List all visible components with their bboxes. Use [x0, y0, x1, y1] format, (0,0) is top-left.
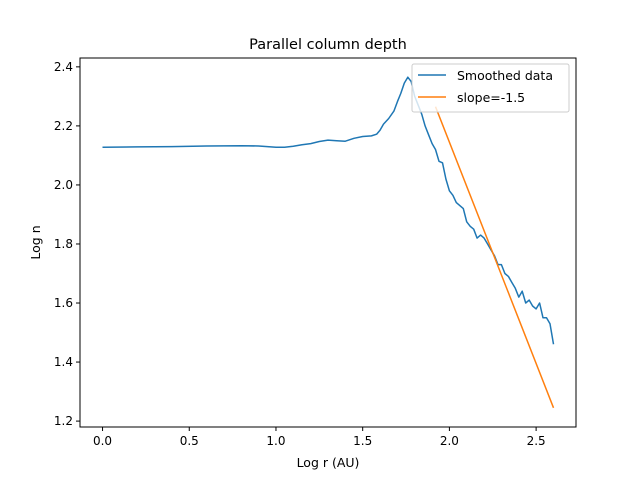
x-tick-label: 0.5 — [180, 434, 199, 448]
axes-frame — [79, 57, 577, 428]
y-axis-ticks: 1.2 1.4 1.6 1.8 2.0 2.2 2.4 — [54, 60, 80, 428]
y-tick-label: 1.8 — [54, 237, 73, 251]
series-line-0 — [102, 76, 555, 345]
legend-label-slope: slope=-1.5 — [457, 90, 525, 105]
series-line-1 — [434, 106, 555, 409]
plot-area — [102, 76, 555, 409]
y-axis-label: Log n — [28, 225, 43, 259]
chart-title: Parallel column depth — [249, 37, 407, 53]
x-axis-label: Log r (AU) — [297, 455, 360, 470]
y-tick-label: 1.2 — [54, 414, 73, 428]
x-tick-label: 2.0 — [440, 434, 459, 448]
x-tick-label: 2.5 — [527, 434, 546, 448]
y-tick-label: 2.4 — [54, 60, 73, 74]
legend-label-smoothed-data: Smoothed data — [457, 68, 553, 83]
x-tick-label: 1.0 — [266, 434, 285, 448]
x-tick-label: 1.5 — [353, 434, 372, 448]
x-tick-label: 0.0 — [93, 434, 112, 448]
legend-box — [411, 63, 570, 113]
y-tick-label: 2.2 — [54, 119, 73, 133]
y-tick-label: 2.0 — [54, 178, 73, 192]
x-axis-ticks: 0.0 0.5 1.0 1.5 2.0 2.5 — [93, 427, 546, 448]
legend: Smoothed data slope=-1.5 — [411, 63, 570, 113]
y-tick-label: 1.4 — [54, 355, 73, 369]
y-tick-label: 1.6 — [54, 296, 73, 310]
